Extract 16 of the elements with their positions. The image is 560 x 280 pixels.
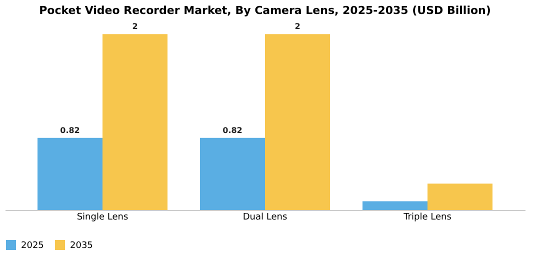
x-tick-label: Triple Lens (402, 212, 452, 222)
data-label: 2 (294, 22, 300, 32)
bar (200, 138, 265, 210)
bar (428, 184, 492, 210)
legend-label: 2035 (70, 241, 93, 251)
chart-title: Pocket Video Recorder Market, By Camera Lens, 2025-2035 (USD Billion) (39, 4, 491, 17)
bar (38, 138, 102, 210)
x-tick-label: Single Lens (76, 212, 128, 222)
data-label: 0.82 (222, 126, 242, 135)
bar (265, 34, 330, 210)
x-tick-label: Dual Lens (242, 212, 288, 222)
data-label: 0.82 (60, 126, 80, 135)
bar (362, 201, 428, 210)
legend-label: 2025 (21, 241, 44, 251)
bar (102, 34, 168, 210)
data-label: 2 (132, 22, 138, 32)
